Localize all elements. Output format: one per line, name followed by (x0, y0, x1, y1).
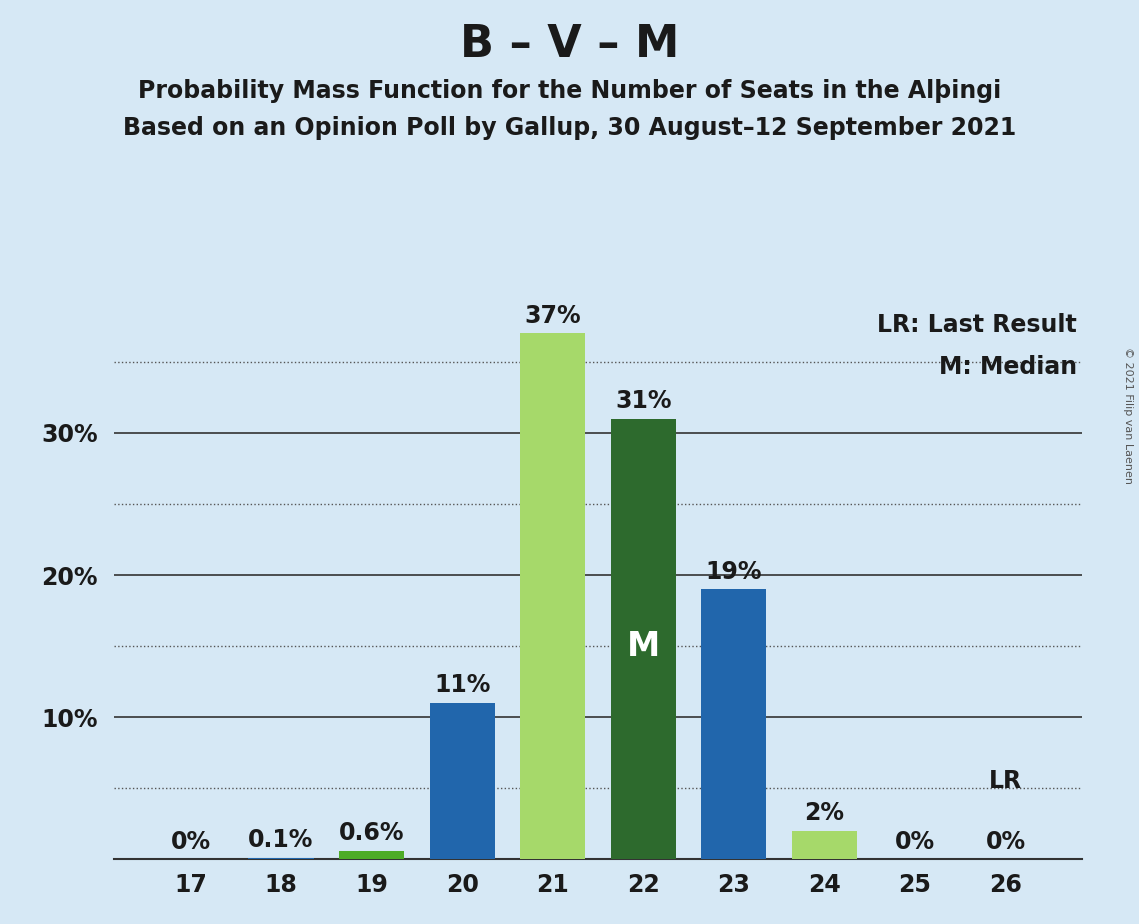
Bar (521, 334, 585, 859)
Text: 2%: 2% (804, 801, 844, 825)
Text: 11%: 11% (434, 674, 490, 698)
Text: 37%: 37% (524, 304, 581, 328)
Text: 0.1%: 0.1% (248, 828, 313, 852)
Text: 0%: 0% (171, 830, 211, 854)
Text: 0%: 0% (895, 830, 935, 854)
Bar (792, 831, 857, 859)
Bar (429, 703, 494, 859)
Text: 19%: 19% (705, 560, 762, 584)
Bar (611, 419, 675, 859)
Text: LR: Last Result: LR: Last Result (877, 313, 1077, 337)
Text: Probability Mass Function for the Number of Seats in the Alþingi: Probability Mass Function for the Number… (138, 79, 1001, 103)
Text: M: M (626, 629, 659, 663)
Text: 0.6%: 0.6% (338, 821, 404, 845)
Text: LR: LR (989, 769, 1022, 793)
Text: 31%: 31% (615, 389, 672, 413)
Text: M: Median: M: Median (939, 355, 1077, 379)
Text: B – V – M: B – V – M (460, 23, 679, 67)
Bar (702, 590, 767, 859)
Text: © 2021 Filip van Laenen: © 2021 Filip van Laenen (1123, 347, 1133, 484)
Bar (339, 851, 404, 859)
Bar (248, 857, 313, 859)
Text: Based on an Opinion Poll by Gallup, 30 August–12 September 2021: Based on an Opinion Poll by Gallup, 30 A… (123, 116, 1016, 140)
Text: 0%: 0% (985, 830, 1025, 854)
